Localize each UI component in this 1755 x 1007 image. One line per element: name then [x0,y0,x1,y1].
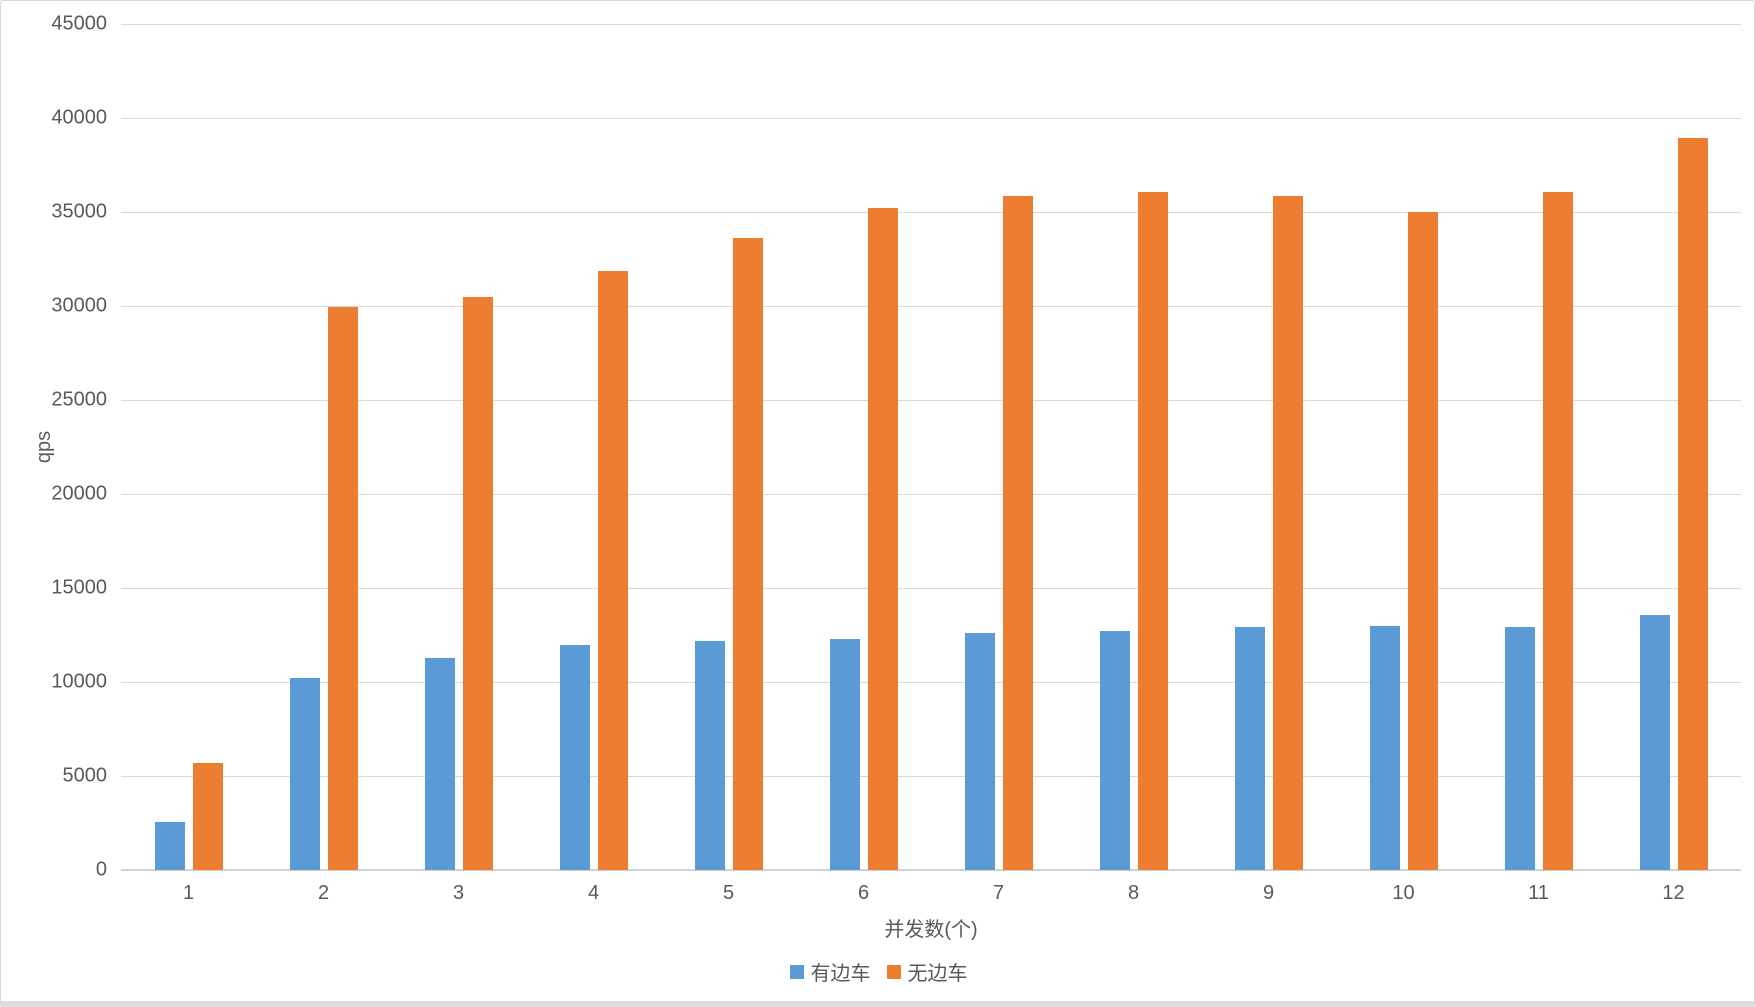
legend-item-series2: 无边车 [886,957,968,986]
x-axis-title: 并发数(个) [884,919,978,941]
x-tick-label: 2 [317,882,330,904]
y-tick-label: 10000 [51,670,107,693]
x-tick-label: 3 [452,882,465,904]
bar-series1-cat9 [1234,627,1265,870]
bar-series1-cat5 [694,640,725,870]
bar-series1-cat6 [829,638,860,870]
bar-series2-cat8 [1137,192,1168,870]
x-tick-label: 7 [992,882,1005,904]
bar-series2-cat6 [867,208,898,870]
bar-series1-cat8 [1099,631,1130,870]
y-tick-label: 30000 [51,294,107,317]
y-tick-label: 40000 [51,106,107,129]
x-tick-label: 5 [722,882,735,904]
bar-series2-cat1 [192,762,223,870]
bar-series1-cat2 [289,678,320,870]
bar-series2-cat7 [1002,196,1033,870]
bar-series1-cat4 [559,645,590,870]
bar-series2-cat12 [1677,137,1708,870]
legend-swatch [886,964,901,979]
bar-series1-cat12 [1639,615,1670,870]
y-tick-label: 0 [95,858,107,881]
legend-swatch [789,964,804,979]
bar-series2-cat5 [732,238,763,870]
y-axis-labels: 0 5000 10000 15000 20000 25000 30000 35000 40000… [1,13,108,881]
x-tick-label: 6 [857,882,870,904]
bar-series2-cat3 [462,296,493,870]
y-tick-label: 5000 [62,764,108,787]
bar-series2-cat4 [597,271,628,870]
y-tick-label: 15000 [51,576,107,599]
plot-area [121,24,1741,871]
x-axis-labels: 1 2 3 4 5 6 7 8 9 10 11 12 [121,882,1741,908]
x-tick-label: 9 [1262,882,1275,904]
bar-series2-cat2 [327,306,358,870]
gridline [121,776,1741,777]
x-tick-label: 1 [182,882,195,904]
y-tick-label: 20000 [51,482,107,505]
y-tick-label: 25000 [51,388,107,411]
legend-label: 无边车 [907,963,968,985]
gridline [121,24,1741,25]
legend-item-series1: 有边车 [789,957,871,986]
gridline [121,494,1741,495]
bar-series1-cat10 [1369,625,1400,870]
gridline [121,212,1741,213]
gridline [121,682,1741,683]
legend: 有边车 无边车 [1,957,1754,986]
x-axis-line [121,869,1741,871]
bar-series1-cat11 [1504,626,1535,870]
y-tick-label: 35000 [51,200,107,223]
legend-label: 有边车 [810,963,871,985]
y-tick-label: 45000 [51,12,107,35]
x-tick-label: 11 [1528,882,1549,904]
x-tick-label: 10 [1392,882,1415,904]
bar-series2-cat9 [1272,196,1303,870]
bar-series1-cat3 [424,657,455,870]
x-tick-label: 8 [1127,882,1140,904]
gridline [121,306,1741,307]
gridline [121,588,1741,589]
x-tick-label: 4 [587,882,600,904]
bar-series1-cat7 [964,633,995,870]
bar-series2-cat10 [1407,212,1438,870]
x-tick-label: 12 [1662,882,1685,904]
bar-series2-cat11 [1542,192,1573,870]
gridline [121,118,1741,119]
gridline [121,400,1741,401]
bar-series1-cat1 [154,822,185,870]
